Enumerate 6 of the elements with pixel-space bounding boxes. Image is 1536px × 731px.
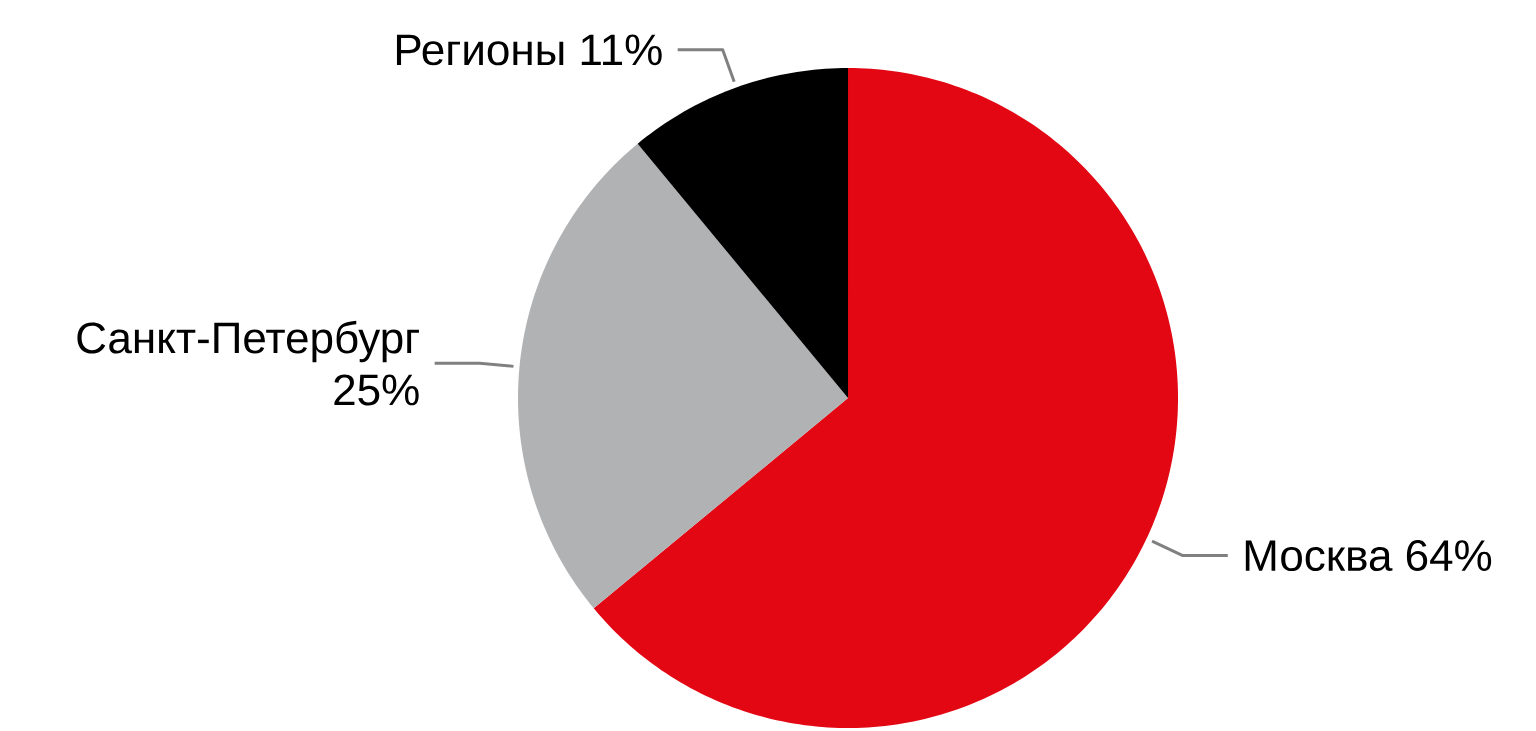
slice-label: Регионы [396, 34, 564, 66]
data-label: 25% [334, 374, 419, 406]
slice-label: Москва [1245, 540, 1393, 572]
slice-label: Санкт-Петербург [77, 320, 419, 363]
data-label: 64% [1406, 539, 1492, 572]
data-label: 11% [581, 34, 662, 66]
